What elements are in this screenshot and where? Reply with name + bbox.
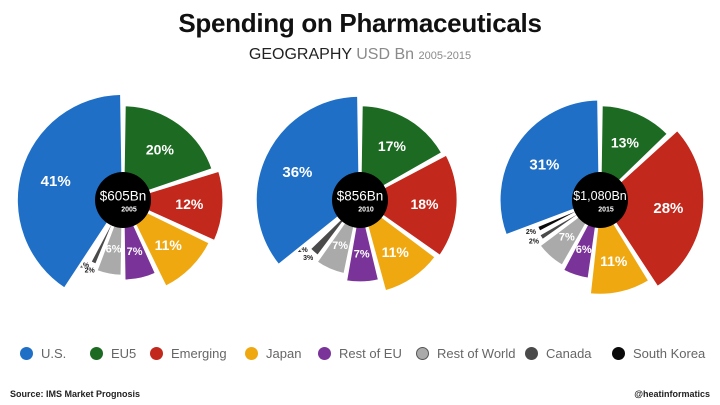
legend-swatch	[20, 346, 33, 360]
pie-slice-eu5	[121, 103, 215, 202]
pie-slice-eu5	[598, 103, 670, 202]
slice-label: 7%	[127, 246, 143, 258]
chart-title: Spending on Pharmaceuticals	[178, 8, 542, 38]
subtitle-years: 2005-2015	[418, 50, 472, 62]
legend: U.S. EU5 Emerging Japan Rest of EU Rest of Wo…	[0, 342, 720, 364]
credit-note: @heatinformatics	[634, 389, 710, 399]
slice-label: 7%	[354, 249, 370, 261]
slice-label: 11%	[155, 237, 183, 253]
center-total: $856Bn	[337, 189, 384, 204]
subtitle-main: GEOGRAPHY	[248, 46, 352, 63]
center-year: 2015	[598, 207, 614, 214]
slice-label: 11%	[382, 244, 410, 260]
legend-swatch	[318, 346, 331, 360]
legend-item-south-korea: South Korea	[612, 342, 705, 364]
slice-label: 12%	[175, 196, 204, 212]
legend-label: Rest of World	[437, 345, 516, 361]
slice-label: 2%	[529, 239, 540, 246]
legend-label: EU5	[111, 345, 137, 361]
slice-label: 7%	[332, 240, 348, 252]
center-year: 2005	[121, 207, 137, 214]
legend-swatch	[525, 346, 538, 360]
chart-subtitle: GEOGRAPHY USD Bn 2005-2015	[0, 46, 720, 64]
slice-label: 7%	[559, 232, 575, 244]
legend-item-emerging: Emerging	[150, 342, 227, 364]
legend-swatch	[612, 346, 625, 360]
subtitle-unit: USD Bn	[356, 46, 415, 63]
center-total: $1,080Bn	[573, 189, 627, 203]
legend-swatch	[150, 346, 163, 360]
legend-item-u-s-: U.S.	[20, 342, 66, 364]
slice-label: 18%	[410, 196, 439, 212]
legend-label: Rest of EU	[339, 345, 402, 361]
slice-label: 17%	[378, 138, 407, 154]
legend-label: Canada	[546, 345, 592, 361]
slice-label: 1%	[298, 247, 309, 254]
slice-label: 11%	[600, 253, 628, 269]
slice-label: 41%	[41, 173, 71, 190]
pie-slice-eu5	[358, 103, 444, 202]
slice-label: 2%	[526, 229, 537, 236]
slice-label: 6%	[106, 243, 122, 255]
pie-slice-japan	[121, 198, 212, 289]
legend-item-rest-of-world: Rest of World	[416, 342, 516, 364]
center-disc	[332, 172, 388, 228]
slice-label: 1%	[79, 262, 90, 269]
slice-label: 3%	[303, 255, 314, 262]
center-disc	[95, 172, 151, 228]
slice-label: 2%	[85, 267, 96, 274]
slice-label: 36%	[282, 164, 312, 181]
slice-label: 13%	[611, 135, 640, 151]
slice-label: 28%	[653, 200, 683, 217]
legend-item-canada: Canada	[525, 342, 592, 364]
slice-label: 20%	[146, 141, 175, 157]
center-total: $605Bn	[100, 189, 147, 204]
legend-swatch	[90, 346, 103, 360]
pie-slice-u-s-	[15, 92, 125, 291]
legend-item-japan: Japan	[245, 342, 301, 364]
pie-slice-japan	[358, 198, 438, 293]
source-note: Source: IMS Market Prognosis	[10, 389, 141, 399]
legend-label: U.S.	[41, 345, 67, 361]
pie-slice-emerging	[598, 128, 706, 289]
legend-label: South Korea	[633, 345, 706, 361]
legend-label: Japan	[266, 345, 302, 361]
slice-label: 6%	[576, 244, 592, 256]
pie-slice-emerging	[358, 152, 460, 258]
pie-slice-emerging	[121, 169, 225, 243]
legend-swatch	[416, 346, 429, 360]
legend-label: Emerging	[171, 345, 227, 361]
center-disc	[572, 172, 628, 228]
slice-label: 31%	[529, 156, 559, 173]
legend-item-eu5: EU5	[90, 342, 136, 364]
legend-swatch	[245, 346, 258, 360]
pie-slice-rest-of-eu	[344, 198, 381, 284]
pie-slice-u-s-	[254, 94, 362, 267]
pie-charts: 20%12%11%7%6%2%1%41%$605Bn200517%18%11%7…	[15, 92, 706, 297]
legend-item-rest-of-eu: Rest of EU	[318, 342, 402, 364]
center-year: 2010	[358, 207, 374, 214]
